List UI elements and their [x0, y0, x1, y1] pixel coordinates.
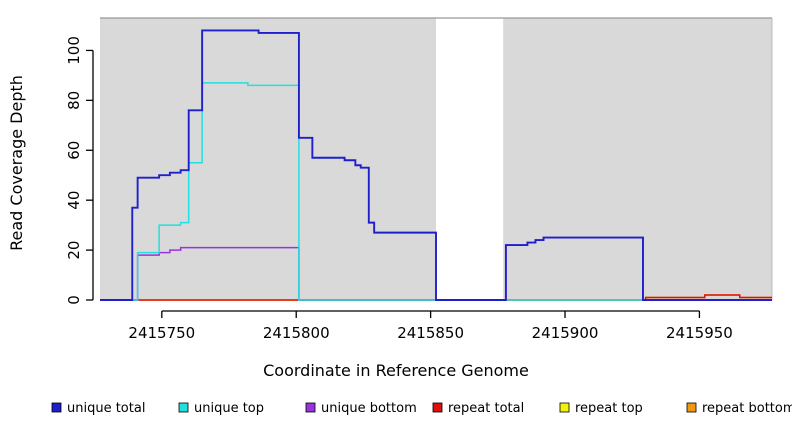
legend-label: unique total [67, 401, 145, 416]
series-line [100, 82, 772, 301]
x-axis-group: 2415750 2415800 2415850 2415900 2415950 [128, 310, 733, 342]
series-line [100, 29, 772, 301]
y-axis-tick-label: 40 [65, 191, 83, 210]
legend-swatch [686, 402, 697, 413]
y-axis-tick-label: 0 [65, 295, 83, 305]
legend-label: repeat top [575, 401, 643, 416]
legend-swatch [51, 402, 62, 413]
y-axis-tick-label: 80 [65, 91, 83, 110]
y-axis-title: Read Coverage Depth [7, 75, 26, 251]
shaded-region [100, 18, 436, 300]
y-axis-tick-label: 60 [65, 141, 83, 160]
legend-swatch [178, 402, 189, 413]
y-axis-group: 0 20 40 60 80 100 [65, 36, 94, 305]
legend-label: unique bottom [321, 401, 417, 416]
legend-label: repeat total [448, 401, 524, 416]
legend-swatch [559, 402, 570, 413]
shaded-region [503, 18, 772, 300]
x-axis-tick-label: 2415850 [397, 324, 464, 342]
x-axis-tick-label: 2415950 [666, 324, 733, 342]
legend-label: repeat bottom [702, 401, 792, 416]
x-axis-tick-label: 2415900 [532, 324, 599, 342]
legend-swatch [305, 402, 316, 413]
y-axis-tick-label: 20 [65, 241, 83, 260]
legend: unique total unique top unique bottom repea… [51, 401, 792, 416]
data-series-group [100, 29, 772, 301]
legend-swatch [432, 402, 443, 413]
x-axis-title: Coordinate in Reference Genome [263, 361, 529, 380]
plot-border [100, 17, 773, 300]
legend-label: unique top [194, 401, 264, 416]
x-axis-tick-label: 2415800 [263, 324, 330, 342]
x-axis-tick-label: 2415750 [128, 324, 195, 342]
y-axis-tick-label: 100 [65, 36, 83, 65]
